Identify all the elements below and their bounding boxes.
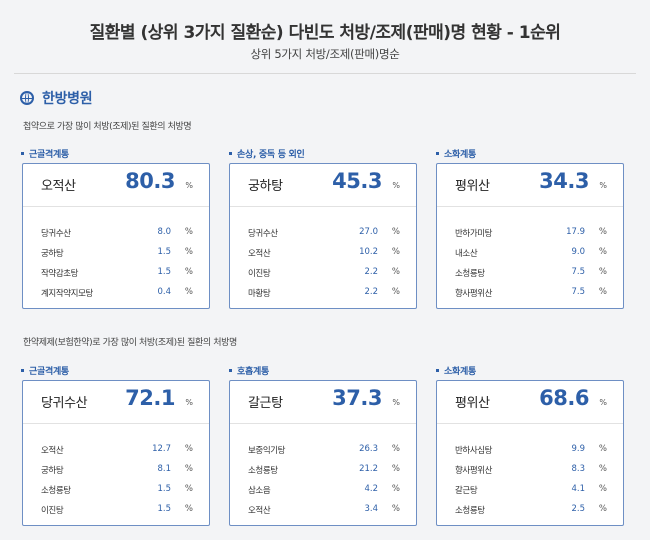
bullet-square-icon [229,152,232,155]
prescription-card: 갈근탕 37.3 % 보중익기탕 26.3% 소청룡탕 21.2% 삼소음 4.2% … [229,380,417,526]
prescription-card: 오적산 80.3 % 당귀수산 8.0% 궁하탕 1.5% 작약감초탕 1.5% 계지… [22,163,210,309]
top-prescription-name: 당귀수산 [41,396,88,411]
list-item: 소청룡탕 21.2% [248,464,400,476]
list-item: 보중익기탕 26.3% [248,444,400,456]
section-header: 한방병원 [20,88,93,108]
top-prescription-value: 68.6 [539,386,589,410]
unit-label: % [185,398,193,407]
top-prescription-name: 평위산 [455,179,490,194]
card-top: 궁하탕 45.3 % [230,164,416,207]
page-title: 질환별 (상위 3가지 질환순) 다빈도 처방/조제(판매)명 현황 - 1순위 [89,23,561,43]
panel-label: 호흡계통 [229,364,269,377]
top-prescription-value: 34.3 [539,169,589,193]
list-item: 당귀수산 27.0% [248,227,400,239]
list-item: 소청룡탕 2.5% [455,504,607,516]
list-item: 반하사심탕 9.9% [455,444,607,456]
panel-label: 소화계통 [436,364,476,377]
list-item: 소청룡탕 1.5% [41,484,193,496]
card-top: 평위산 68.6 % [437,381,623,424]
list-item: 내소산 9.0% [455,247,607,259]
prescription-card: 당귀수산 72.1 % 오적산 12.7% 궁하탕 8.1% 소청룡탕 1.5% 이진… [22,380,210,526]
list-item: 향사평위산 7.5% [455,287,607,299]
list-item: 반하가미탕 17.9% [455,227,607,239]
globe-icon [20,91,34,105]
top-prescription-name: 오적산 [41,179,76,194]
bullet-square-icon [436,369,439,372]
bullet-square-icon [436,152,439,155]
header-divider [14,73,636,74]
list-item: 궁하탕 1.5% [41,247,193,259]
top-prescription-name: 갈근탕 [248,396,283,411]
prescription-card: 평위산 68.6 % 반하사심탕 9.9% 향사평위산 8.3% 갈근탕 4.1% 소… [436,380,624,526]
list-item: 소청룡탕 7.5% [455,267,607,279]
top-prescription-value: 80.3 [125,169,175,193]
top-prescription-name: 궁하탕 [248,179,283,194]
section-title: 한방병원 [42,91,93,107]
group-description: 첩약으로 가장 많이 처방(조제)된 질환의 처방명 [23,122,192,132]
unit-label: % [599,398,607,407]
card-top: 당귀수산 72.1 % [23,381,209,424]
list-item: 작약감초탕 1.5% [41,267,193,279]
list-item: 이진탕 2.2% [248,267,400,279]
card-top: 평위산 34.3 % [437,164,623,207]
list-item: 당귀수산 8.0% [41,227,193,239]
list-item: 오적산 3.4% [248,504,400,516]
bullet-square-icon [229,369,232,372]
list-item: 향사평위산 8.3% [455,464,607,476]
group-description: 한약제제(보험한약)로 가장 많이 처방(조제)된 질환의 처방명 [23,338,237,348]
panel-label: 근골격계통 [21,147,69,160]
unit-label: % [599,181,607,190]
list-item: 계지작약지모탕 0.4% [41,287,193,299]
top-prescription-value: 45.3 [332,169,382,193]
page-subtitle: 상위 5가지 처방/조제(판매)명순 [250,47,400,61]
list-item: 이진탕 1.5% [41,504,193,516]
unit-label: % [185,181,193,190]
list-item: 오적산 12.7% [41,444,193,456]
unit-label: % [392,398,400,407]
card-top: 갈근탕 37.3 % [230,381,416,424]
top-prescription-name: 평위산 [455,396,490,411]
top-prescription-value: 72.1 [125,386,175,410]
panel-label: 손상, 중독 등 외인 [229,147,305,160]
top-prescription-value: 37.3 [332,386,382,410]
list-item: 삼소음 4.2% [248,484,400,496]
bullet-square-icon [21,369,24,372]
list-item: 오적산 10.2% [248,247,400,259]
list-item: 마황탕 2.2% [248,287,400,299]
bullet-square-icon [21,152,24,155]
prescription-card: 평위산 34.3 % 반하가미탕 17.9% 내소산 9.0% 소청룡탕 7.5% 향… [436,163,624,309]
panel-label: 근골격계통 [21,364,69,377]
panel-label: 소화계통 [436,147,476,160]
list-item: 갈근탕 4.1% [455,484,607,496]
card-top: 오적산 80.3 % [23,164,209,207]
prescription-card: 궁하탕 45.3 % 당귀수산 27.0% 오적산 10.2% 이진탕 2.2% 마황… [229,163,417,309]
list-item: 궁하탕 8.1% [41,464,193,476]
unit-label: % [392,181,400,190]
